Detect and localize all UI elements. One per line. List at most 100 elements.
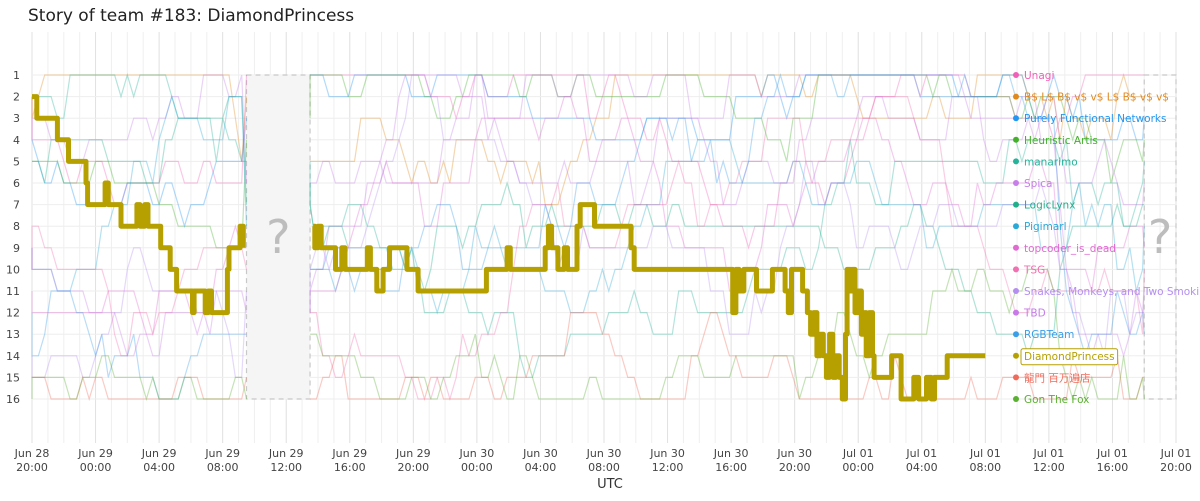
x-tick-date: Jul 01 [1033,447,1065,460]
x-tick-time: 16:00 [334,461,366,474]
team-label: Snakes, Monkeys, and Two Smoking Lambdas [1024,286,1200,298]
x-tick-date: Jun 30 [522,447,558,460]
y-tick-label: 13 [6,328,20,341]
x-tick-date: Jun 30 [586,447,622,460]
team-marker [1013,288,1019,294]
x-tick-time: 04:00 [906,461,938,474]
team-series-line [32,375,248,402]
y-tick-label: 11 [6,285,20,298]
y-tick-label: 8 [13,220,20,233]
team-marker [1013,115,1019,122]
team-marker [1013,266,1019,273]
x-tick-time: 04:00 [525,461,557,474]
highlight-series-line [32,94,246,316]
x-tick-time: 12:00 [270,461,302,474]
x-tick-time: 20:00 [397,461,429,474]
team-series-line [309,180,1145,358]
x-tick-date: Jun 29 [268,447,304,460]
x-tick-date: Jul 01 [1160,447,1192,460]
y-tick-label: 1 [13,69,20,82]
team-series-line [309,139,1145,378]
team-marker [1013,93,1019,100]
y-tick-label: 5 [13,155,20,168]
x-tick-time: 08:00 [207,461,239,474]
team-label: TSG [1023,264,1045,276]
team-label: LogicLynx [1024,200,1075,212]
other-teams-series [31,72,1145,402]
team-marker [1013,223,1019,230]
highlight-series [32,94,986,402]
gap-box [245,74,311,400]
team-series-line [309,74,1145,358]
final-ranking-labels: Unagi B$ L$ B$ v$ v$ L$ B$ v$ v$ Purely Fu… [1013,70,1200,406]
team-label: RGBTeam [1024,329,1074,341]
x-tick-time: 00:00 [80,461,112,474]
y-tick-label: 7 [13,199,20,212]
x-tick-date: Jun 29 [141,447,177,460]
x-tick-time: 12:00 [652,461,684,474]
team-label: TBD [1023,308,1046,320]
team-series-line [31,355,248,402]
team-series-line [31,290,247,400]
team-series-line [309,74,1145,184]
team-label: 龍門 百万遍店 [1024,371,1090,384]
x-tick-date: Jun 30 [776,447,812,460]
x-tick-date: Jun 29 [204,447,240,460]
team-series-line [310,312,1145,402]
x-tick-date: Jun 29 [77,447,113,460]
x-tick-time: 04:00 [143,461,175,474]
team-marker [1013,158,1019,165]
team-label: Pigimarl [1024,221,1067,233]
x-tick-date: Jun 30 [713,447,749,460]
team-series-line [310,72,1145,141]
chart-title: Story of team #183: DiamondPrincess [28,6,354,26]
y-tick-label: 15 [6,371,20,384]
x-tick-time: 20:00 [16,461,48,474]
y-tick-label: 4 [13,134,20,147]
team-series-line [31,225,248,357]
team-series-line [31,74,248,206]
team-series-line [32,139,248,249]
x-tick-date: Jun 30 [459,447,495,460]
y-tick-label: 16 [6,393,20,406]
team-label: Purely Functional Networks [1024,113,1166,125]
team-series-line [31,247,248,357]
team-series-line [310,72,1145,206]
gap-box [1143,74,1177,400]
x-axis-label: UTC [597,477,623,492]
x-tick-time: 20:00 [779,461,811,474]
x-tick-date: Jul 01 [1096,447,1128,460]
x-tick-date: Jul 01 [842,447,874,460]
team-label: Gon The Fox [1024,394,1089,406]
team-marker [1013,201,1019,208]
team-label: B$ L$ B$ v$ v$ L$ B$ v$ v$ [1024,92,1169,104]
x-tick-time: 12:00 [1033,461,1065,474]
x-tick-date: Jun 30 [649,447,685,460]
team-marker [1013,136,1019,143]
team-marker [1013,180,1019,186]
team-series-line [31,74,248,162]
data-gaps: ?? [245,74,1177,400]
team-marker [1013,331,1019,338]
team-label: Unagi [1024,70,1054,82]
team-marker [1013,72,1019,78]
team-series-line [310,74,1145,206]
gap-label: ? [266,210,290,264]
y-tick-label: 2 [13,91,20,104]
x-tick-date: Jun 29 [395,447,431,460]
team-marker [1013,396,1019,402]
gap-label: ? [1148,210,1172,264]
y-tick-label: 14 [6,350,20,363]
highlight-series-line [312,202,986,402]
team-series-line [31,94,248,292]
x-tick-time: 20:00 [1160,461,1192,474]
y-tick-label: 10 [6,263,20,276]
team-marker [1013,374,1019,381]
vertical-gridlines [31,32,1177,443]
team-marker [1013,352,1019,359]
team-series-line [310,72,1145,358]
y-tick-label: 9 [13,242,20,255]
team-series-line [310,74,1145,250]
